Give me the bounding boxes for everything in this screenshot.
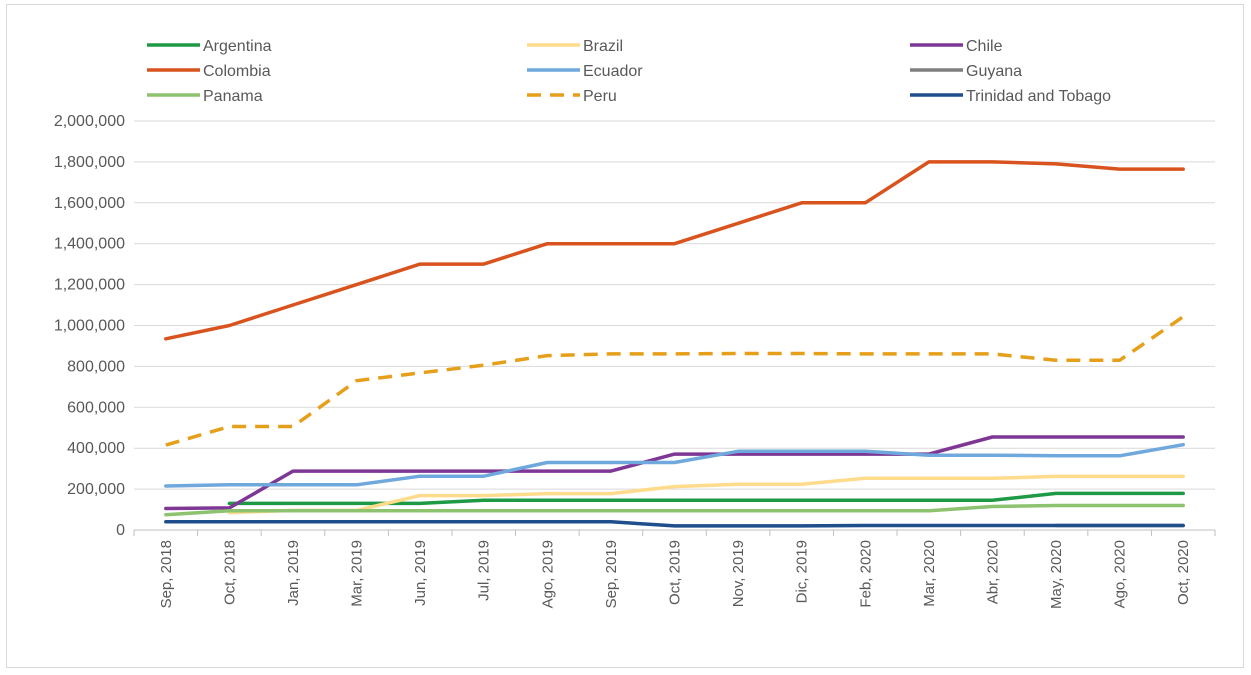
x-tick-label: Ago, 2020 bbox=[1112, 540, 1129, 608]
y-tick-label: 0 bbox=[116, 522, 125, 539]
x-tick-label: Oct, 2019 bbox=[667, 540, 684, 605]
x-tick-label: Sep, 2019 bbox=[603, 540, 620, 608]
axes: 0 200,000 400,000 600,000 800,000 1,000,000 1,… bbox=[54, 113, 1216, 609]
legend-label: Ecuador bbox=[583, 63, 643, 80]
gridlines bbox=[134, 120, 1215, 490]
x-tick-label: Abr, 2020 bbox=[984, 540, 1001, 604]
x-tick-label: Nov, 2019 bbox=[730, 540, 747, 607]
x-tick-label: Sep, 2018 bbox=[158, 540, 175, 608]
series-line-trinidad-and-tobago bbox=[164, 520, 1185, 528]
y-tick-label: 200,000 bbox=[67, 481, 125, 498]
x-tick-label: Ago, 2019 bbox=[539, 540, 556, 608]
x-tick-label: Oct, 2020 bbox=[1175, 540, 1192, 605]
y-tick-label: 600,000 bbox=[67, 399, 125, 416]
x-tick-label: Oct, 2018 bbox=[221, 540, 238, 605]
series-line-ecuador bbox=[164, 442, 1185, 488]
series-line-panama bbox=[164, 503, 1185, 517]
legend-label: Brazil bbox=[583, 38, 623, 55]
series-line-brazil bbox=[227, 474, 1185, 515]
series-line-argentina bbox=[227, 491, 1185, 506]
x-tick-label: Dic, 2019 bbox=[794, 540, 811, 603]
y-tick-label: 2,000,000 bbox=[54, 113, 125, 130]
legend-label: Trinidad and Tobago bbox=[966, 88, 1111, 105]
legend-label: Peru bbox=[583, 88, 617, 105]
chart-frame bbox=[6, 4, 1244, 668]
y-tick-label: 1,200,000 bbox=[54, 277, 125, 294]
y-tick-label: 400,000 bbox=[67, 440, 125, 457]
legend-label: Panama bbox=[203, 88, 263, 105]
series-line-colombia bbox=[164, 160, 1185, 341]
y-tick-label: 1,600,000 bbox=[54, 195, 125, 212]
legend-label: Guyana bbox=[966, 63, 1022, 80]
legend-label: Colombia bbox=[203, 63, 271, 80]
x-tick-label: Mar, 2020 bbox=[921, 540, 938, 607]
x-tick-label: May, 2020 bbox=[1048, 540, 1065, 609]
x-tick-label: Jun, 2019 bbox=[412, 540, 429, 606]
y-tick-label: 1,000,000 bbox=[54, 318, 125, 335]
series-lines bbox=[164, 160, 1185, 528]
y-tick-label: 1,800,000 bbox=[54, 154, 125, 171]
series-line-chile bbox=[164, 435, 1185, 511]
y-tick-label: 800,000 bbox=[67, 358, 125, 375]
x-tick-label: Feb, 2020 bbox=[857, 540, 874, 608]
legend: Argentina Brazil Chile Colombia Ecuador Guyan… bbox=[147, 38, 1111, 105]
y-tick-label: 1,400,000 bbox=[54, 236, 125, 253]
x-tick-label: Jan, 2019 bbox=[285, 540, 302, 606]
series-line-peru bbox=[165, 315, 1185, 447]
legend-label: Argentina bbox=[203, 38, 272, 55]
x-tick-label: Jul, 2019 bbox=[476, 540, 493, 601]
x-tick-label: Mar, 2019 bbox=[349, 540, 366, 607]
legend-label: Chile bbox=[966, 38, 1003, 55]
